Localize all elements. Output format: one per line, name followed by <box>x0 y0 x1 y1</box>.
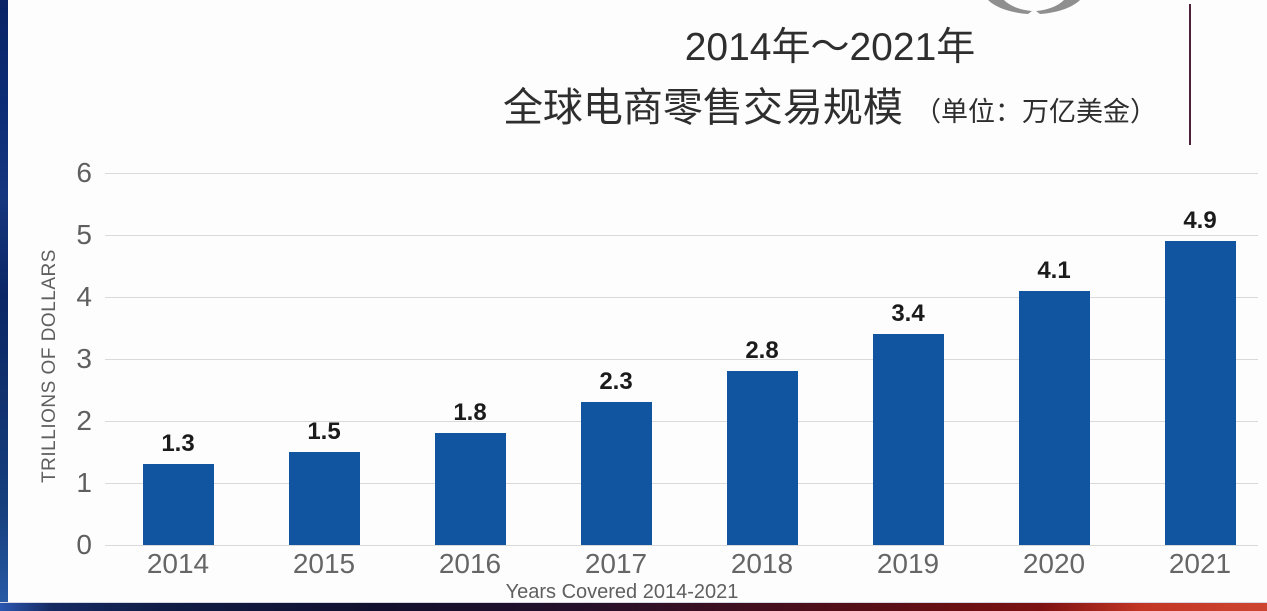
bar-value-label: 4.1 <box>1037 257 1071 284</box>
x-tick-label: 2016 <box>438 548 502 579</box>
y-tick-label: 5 <box>76 219 92 250</box>
y-tick-label: 2 <box>76 405 92 436</box>
left-edge-strip <box>0 0 8 611</box>
title-line-2-unit: （单位：万亿美金） <box>914 97 1158 127</box>
x-tick-label: 2015 <box>292 548 356 579</box>
x-tick-label: 2018 <box>730 548 794 579</box>
x-tick-label: 2014 <box>146 548 210 579</box>
bar <box>580 402 652 545</box>
x-tick-label: 2021 <box>1168 548 1232 579</box>
bar-value-label: 2.3 <box>599 368 633 395</box>
bar-value-label: 1.3 <box>161 430 195 457</box>
gridline <box>105 483 1258 484</box>
bottom-edge-strip <box>0 602 1267 611</box>
accent-vertical-line <box>1189 4 1191 145</box>
gridline <box>105 359 1258 360</box>
bar <box>434 433 506 545</box>
bar-value-label: 4.9 <box>1183 207 1217 234</box>
gridline <box>105 235 1258 236</box>
y-tick-label: 1 <box>76 467 92 498</box>
y-tick-label: 3 <box>76 343 92 374</box>
y-axis-title: TRILLIONS OF DOLLARS <box>39 249 60 483</box>
y-tick-label: 4 <box>76 281 92 312</box>
bar-value-label: 3.4 <box>891 300 925 327</box>
bar <box>288 452 360 545</box>
bar <box>726 371 798 545</box>
x-axis-title: Years Covered 2014-2021 <box>505 581 739 603</box>
gridline <box>105 173 1258 174</box>
gridline <box>105 545 1258 546</box>
bar <box>872 334 944 545</box>
y-tick-label: 6 <box>76 157 92 188</box>
gridline <box>105 421 1258 422</box>
bar-value-label: 1.5 <box>307 418 341 445</box>
title-line-2-main: 全球电商零售交易规模 <box>502 86 903 130</box>
bar <box>1164 241 1236 545</box>
bar-value-label: 2.8 <box>745 337 779 364</box>
x-tick-label: 2020 <box>1022 548 1086 579</box>
gridline <box>105 297 1258 298</box>
bar <box>142 464 214 545</box>
partial-logo-icon <box>988 0 1080 14</box>
x-tick-label: 2017 <box>584 548 648 579</box>
bar-value-label: 1.8 <box>453 399 487 426</box>
title-line-1: 2014年～2021年 <box>684 26 976 69</box>
bar <box>1018 291 1090 545</box>
y-tick-label: 0 <box>76 529 92 560</box>
title-line-2: 全球电商零售交易规模 （单位：万亿美金） <box>450 82 1210 138</box>
x-tick-label: 2019 <box>876 548 940 579</box>
chart-title-block: 2014年～2021年 全球电商零售交易规模 （单位：万亿美金） <box>450 24 1210 138</box>
